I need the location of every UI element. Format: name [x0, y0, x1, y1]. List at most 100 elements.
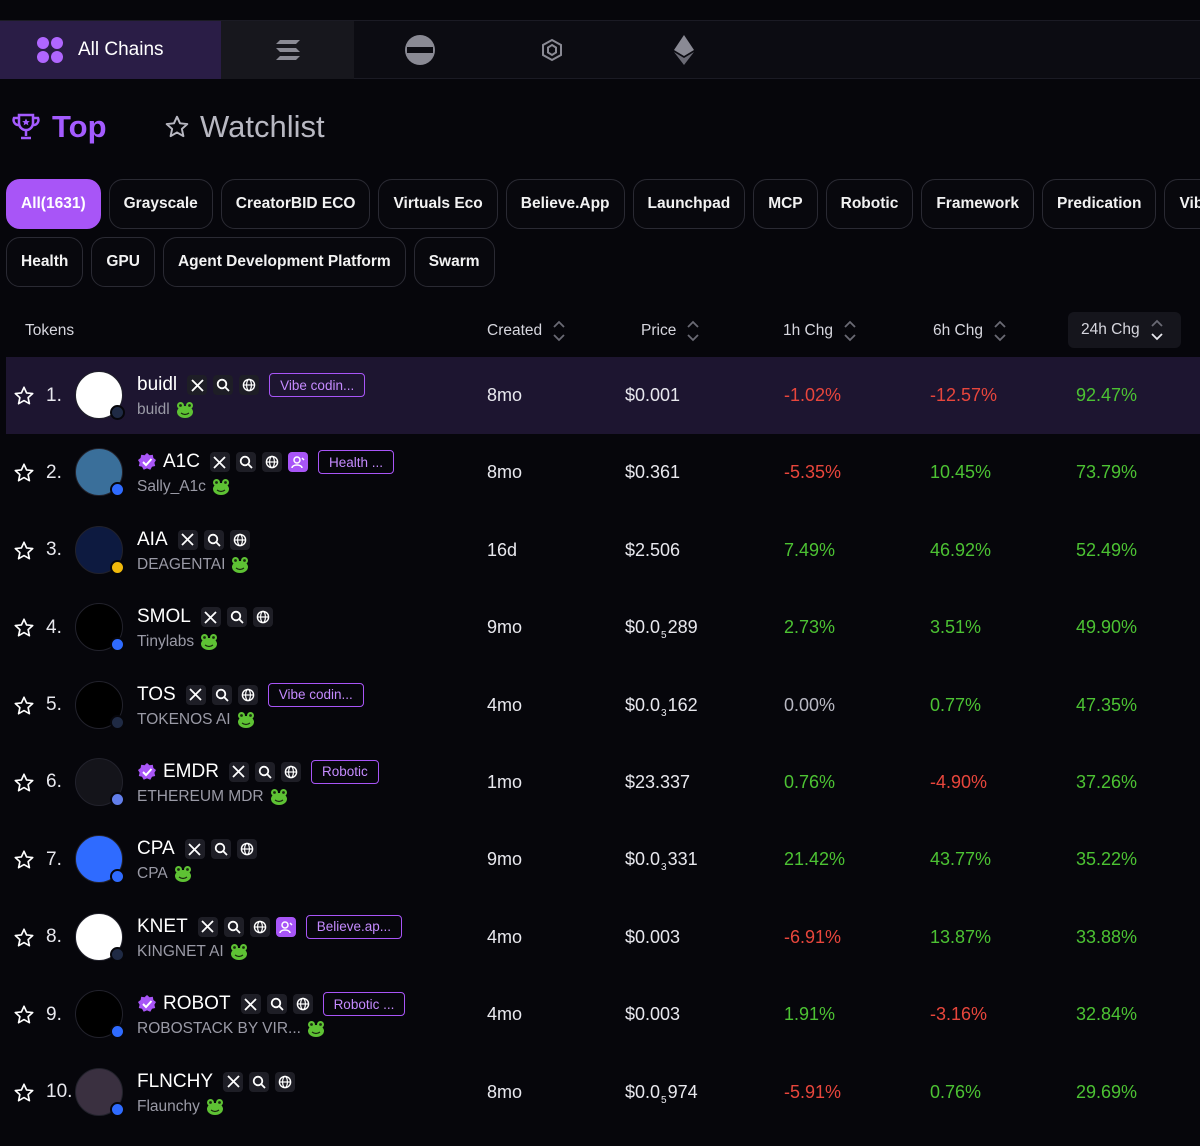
search-icon[interactable] [226, 607, 247, 628]
token-symbol[interactable]: TOS [137, 683, 176, 705]
filter-chip[interactable]: MCP [753, 179, 818, 229]
globe-icon[interactable] [275, 1071, 296, 1092]
search-icon[interactable] [210, 839, 231, 860]
change-1h-cell: 1.91% [784, 1004, 836, 1025]
token-symbol[interactable]: EMDR [163, 760, 219, 782]
filter-chip[interactable]: Predication [1042, 179, 1157, 229]
filter-chip[interactable]: Agent Development Platform [162, 237, 406, 287]
table-row[interactable]: 7. CPA CPA 9mo $0.0 3 331 21.42% 43.77% 35.22% [6, 821, 1200, 898]
watchlist-star-icon[interactable] [13, 772, 35, 794]
filter-chip[interactable]: Swarm [413, 237, 495, 287]
search-icon[interactable] [203, 529, 224, 550]
token-symbol[interactable]: AIA [137, 528, 168, 550]
globe-icon[interactable] [237, 684, 258, 705]
table-row[interactable]: 9. ROBOT Robotic ... ROBOSTACK BY VIR... 4mo… [6, 976, 1200, 1053]
category-badge[interactable]: Health ... [317, 450, 394, 475]
globe-icon[interactable] [252, 607, 273, 628]
globe-icon[interactable] [280, 761, 301, 782]
search-icon[interactable] [266, 994, 287, 1015]
x-twitter-icon[interactable] [228, 761, 249, 782]
token-symbol[interactable]: buidl [137, 374, 178, 395]
token-symbol[interactable]: ROBOT [163, 993, 231, 1015]
filter-chip[interactable]: Robotic [825, 179, 914, 229]
watchlist-star-icon[interactable] [13, 695, 35, 717]
globe-icon[interactable] [236, 839, 257, 860]
watchlist-star-icon[interactable] [13, 1082, 35, 1104]
x-twitter-icon[interactable] [223, 1071, 244, 1092]
chain-badge-icon [110, 405, 125, 420]
chain-tab-base[interactable] [354, 21, 486, 79]
watchlist-star-icon[interactable] [13, 849, 35, 871]
filter-chip[interactable]: Vib [1164, 179, 1200, 229]
filter-chip[interactable]: GPU [91, 237, 155, 287]
header-1h-chg[interactable]: 1h Chg [783, 312, 857, 350]
globe-icon[interactable] [239, 375, 260, 395]
chain-tab-bnb[interactable] [486, 21, 618, 79]
category-badge[interactable]: Robotic ... [322, 992, 406, 1017]
tab-watchlist[interactable]: Watchlist [164, 105, 325, 149]
x-twitter-icon[interactable] [177, 529, 198, 550]
watchlist-star-icon[interactable] [13, 540, 35, 562]
category-badge[interactable]: Believe.ap... [305, 914, 402, 939]
globe-icon[interactable] [229, 529, 250, 550]
token-title-line: ROBOT Robotic ... [137, 991, 406, 1017]
header-6h-chg[interactable]: 6h Chg [933, 312, 1007, 350]
filter-chip[interactable]: Launchpad [632, 179, 746, 229]
filter-chip[interactable]: Grayscale [108, 179, 213, 229]
header-created[interactable]: Created [487, 312, 566, 350]
chain-tab-ethereum[interactable] [618, 21, 750, 79]
category-badge[interactable]: Vibe codin... [269, 373, 366, 397]
table-row[interactable]: 8. KNET Believe.ap... KINGNET AI 4mo $0.003 -6… [6, 899, 1200, 976]
search-icon[interactable] [249, 1071, 270, 1092]
agent-icon[interactable] [287, 452, 308, 473]
search-icon[interactable] [235, 452, 256, 473]
x-twitter-icon[interactable] [185, 684, 206, 705]
search-icon[interactable] [254, 761, 275, 782]
chain-tab-solana[interactable] [221, 21, 354, 79]
x-twitter-icon[interactable] [240, 994, 261, 1015]
globe-icon[interactable] [261, 452, 282, 473]
header-price[interactable]: Price [641, 312, 700, 350]
chain-tab-all[interactable]: All Chains [0, 21, 221, 79]
table-row[interactable]: 1. buidl Vibe codin... buidl 8mo $0.001 -1.02%… [6, 357, 1200, 435]
table-row[interactable]: 5. TOS Vibe codin... TOKENOS AI 4mo $0.0 3 162 0… [6, 667, 1200, 744]
price-main: $0.0 [625, 849, 661, 870]
category-badge[interactable]: Vibe codin... [267, 682, 364, 707]
table-row[interactable]: 4. SMOL Tinylabs 9mo $0.0 5 289 2.73% 3.51% 49.90… [6, 589, 1200, 666]
watchlist-star-icon[interactable] [13, 1004, 35, 1026]
header-24h-chg[interactable]: 24h Chg [1068, 312, 1181, 348]
filter-chip[interactable]: Believe.App [505, 179, 625, 229]
category-badge[interactable]: Robotic [310, 759, 379, 784]
table-row[interactable]: 10. FLNCHY Flaunchy 8mo $0.0 5 974 -5.91% 0.76% 2… [6, 1054, 1200, 1131]
x-twitter-icon[interactable] [209, 452, 230, 473]
watchlist-star-icon[interactable] [13, 927, 35, 949]
table-row[interactable]: 2. A1C Health ... Sally_A1c 8mo $0.361 -5.35% 1… [6, 434, 1200, 511]
token-symbol[interactable]: FLNCHY [137, 1070, 214, 1092]
watchlist-star-icon[interactable] [13, 617, 35, 639]
token-symbol[interactable]: A1C [163, 451, 200, 473]
search-icon[interactable] [213, 375, 234, 395]
table-row[interactable]: 6. EMDR Robotic ETHEREUM MDR 1mo $23.337 0.76%… [6, 744, 1200, 821]
search-icon[interactable] [223, 916, 244, 937]
globe-icon[interactable] [292, 994, 313, 1015]
table-row[interactable]: 3. AIA DEAGENTAI 16d $2.506 7.49% 46.92% 52.49% [6, 512, 1200, 589]
filter-chip[interactable]: Framework [921, 179, 1035, 229]
x-twitter-icon[interactable] [197, 916, 218, 937]
agent-icon[interactable] [275, 916, 296, 937]
tab-top[interactable]: Top [10, 105, 107, 149]
token-symbol[interactable]: KNET [137, 915, 188, 937]
x-twitter-icon[interactable] [184, 839, 205, 860]
change-1h-cell: 0.00% [784, 694, 836, 715]
filter-chip[interactable]: Health [6, 237, 84, 287]
filter-chip[interactable]: CreatorBID ECO [220, 179, 371, 229]
filter-chip[interactable]: Virtuals Eco [378, 179, 498, 229]
filter-chip[interactable]: All(1631) [6, 179, 101, 229]
x-twitter-icon[interactable] [200, 607, 221, 628]
watchlist-star-icon[interactable] [13, 385, 35, 407]
token-symbol[interactable]: CPA [137, 838, 175, 860]
search-icon[interactable] [211, 684, 232, 705]
watchlist-star-icon[interactable] [13, 462, 35, 484]
globe-icon[interactable] [249, 916, 270, 937]
x-twitter-icon[interactable] [187, 375, 208, 395]
token-symbol[interactable]: SMOL [137, 606, 191, 628]
